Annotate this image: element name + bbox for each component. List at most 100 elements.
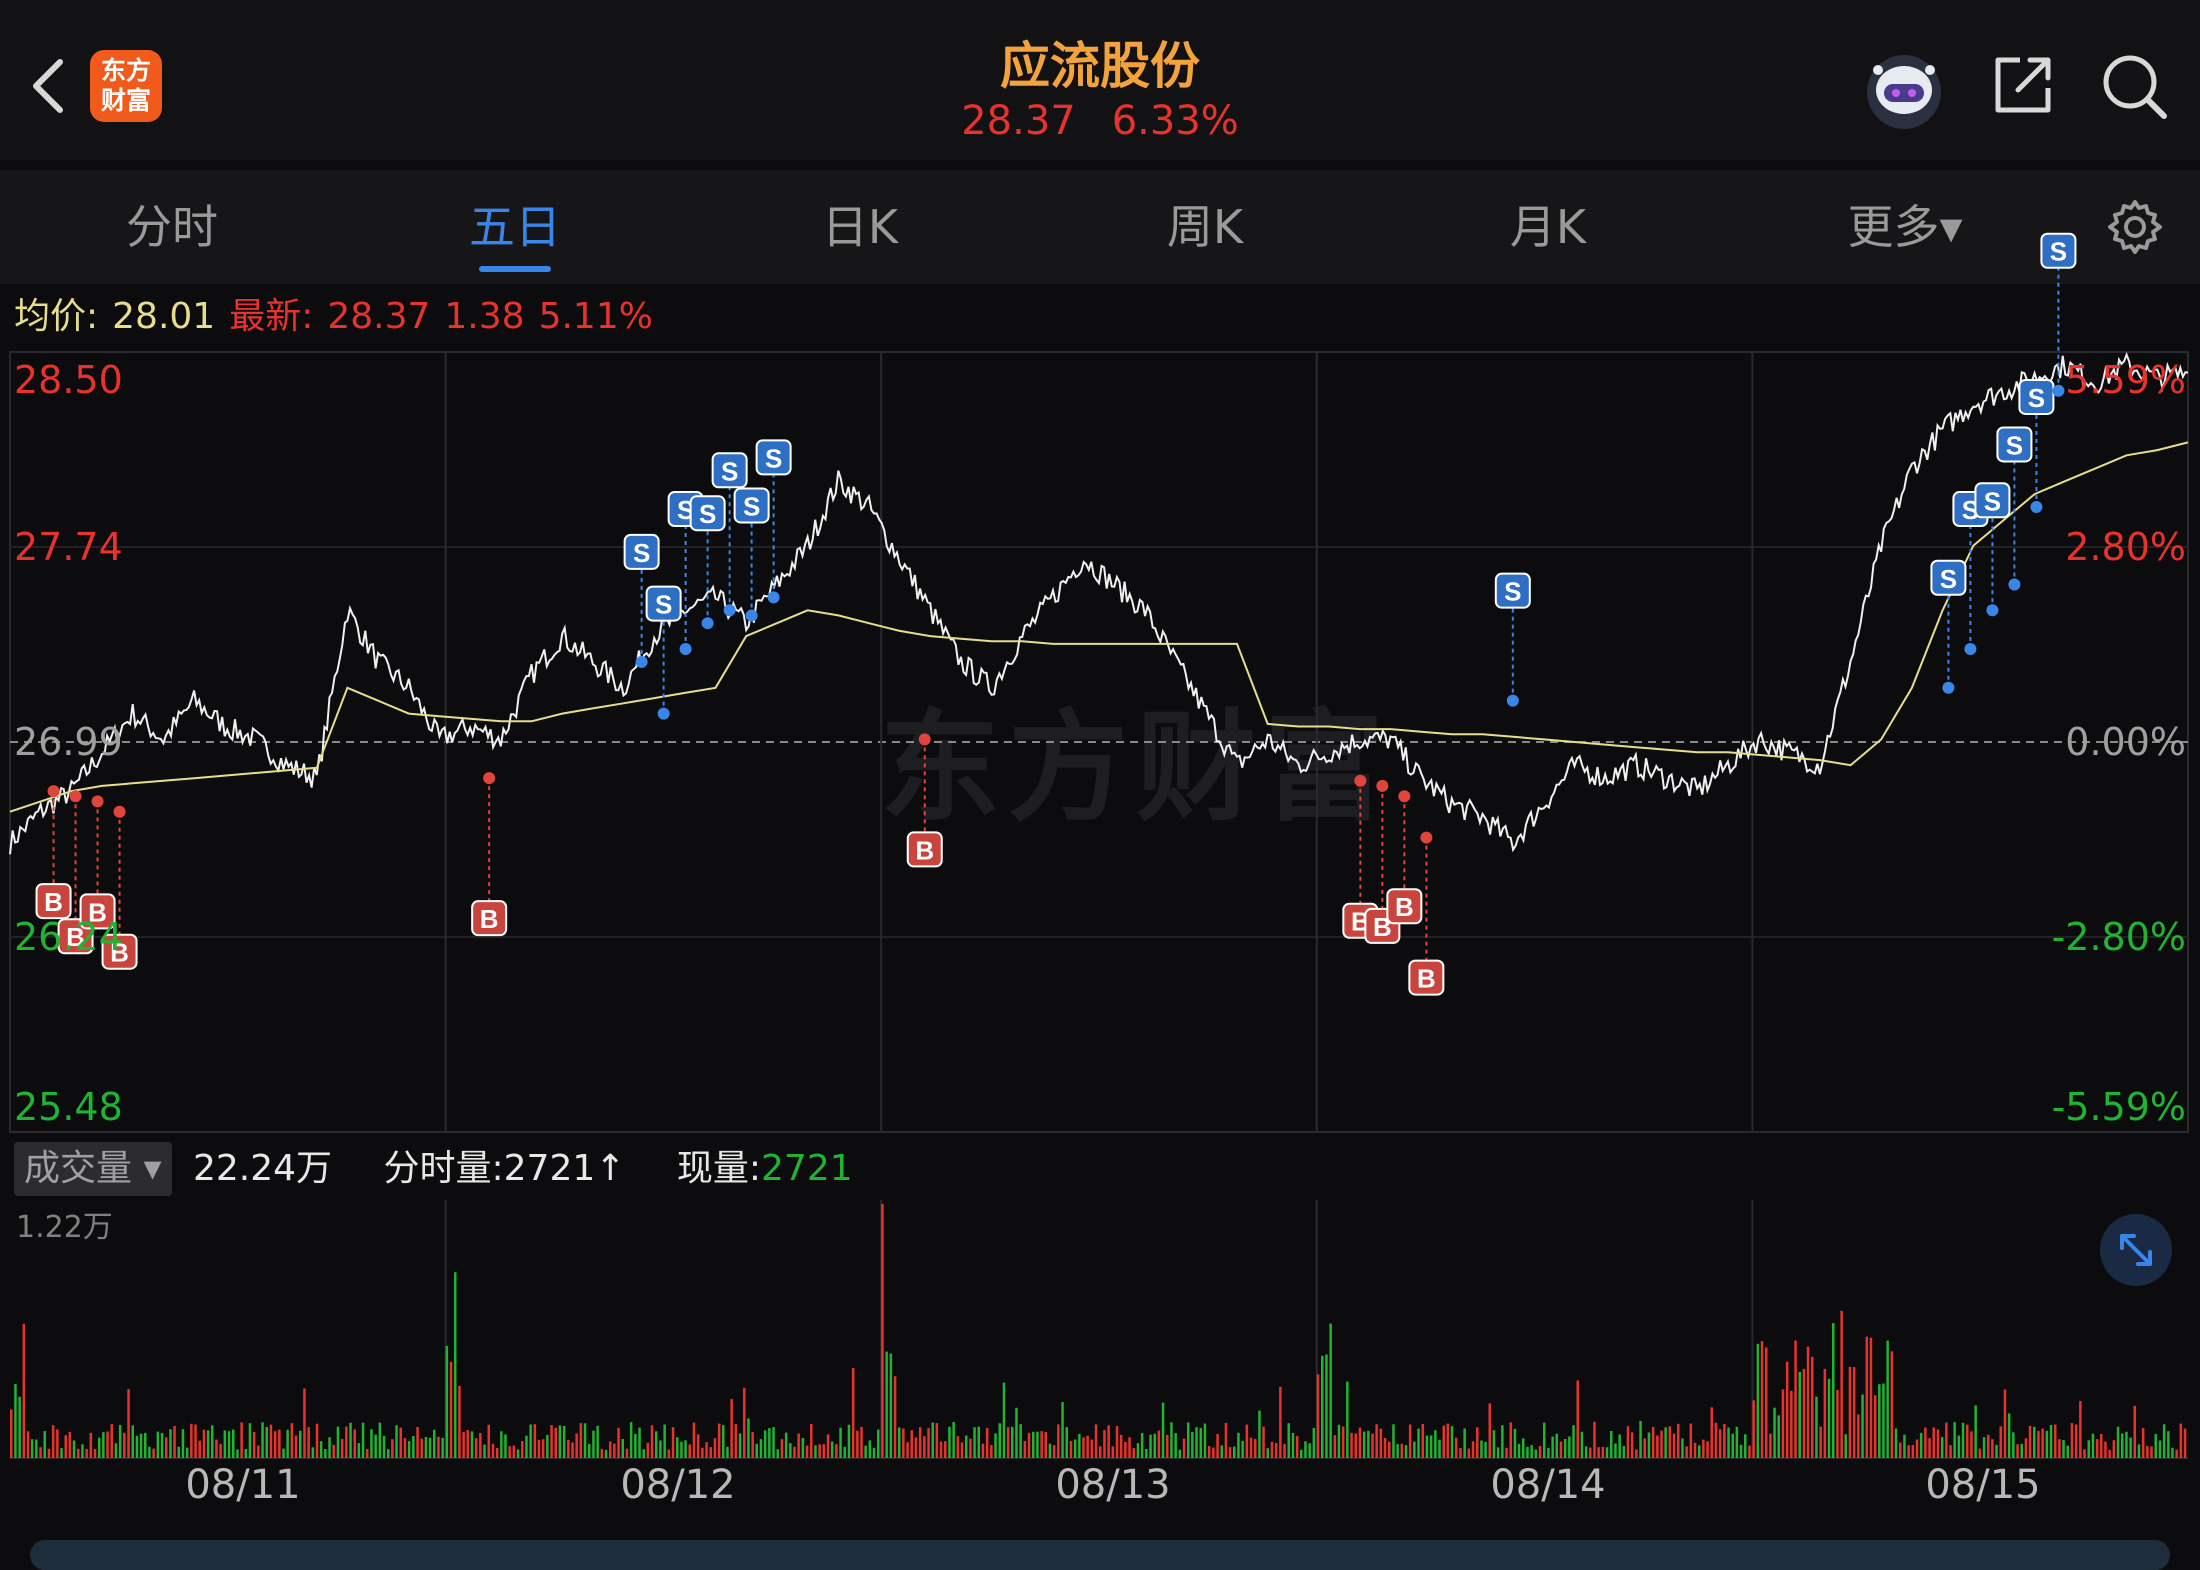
volume-bar-27 [123, 1432, 126, 1458]
volume-bar-303 [1279, 1386, 1282, 1458]
volume-bar-227 [960, 1442, 964, 1458]
gear-icon[interactable] [2106, 198, 2164, 256]
volume-bar-510 [2146, 1446, 2149, 1458]
current-volume-label: 现量: [676, 1148, 762, 1189]
volume-bar-235 [994, 1433, 997, 1458]
volume-bar-360 [1517, 1443, 1521, 1458]
volume-bar-463 [1949, 1445, 1952, 1458]
minute-volume: 分时量:2721↑ [383, 1148, 626, 1189]
volume-bar-15 [72, 1440, 76, 1458]
volume-bar-167 [709, 1447, 712, 1458]
volume-bar-273 [1153, 1433, 1156, 1458]
volume-bar-415 [1748, 1445, 1751, 1458]
volume-bar-43 [190, 1423, 193, 1458]
trade-point-5 [483, 772, 496, 785]
volume-bar-337 [1421, 1424, 1424, 1458]
volume-bar-501 [2108, 1449, 2111, 1458]
volume-bar-389 [1639, 1420, 1642, 1458]
volume-bar-268 [1132, 1448, 1135, 1458]
volume-bar-73 [315, 1423, 319, 1458]
sell-marker-label-9: S [721, 456, 738, 486]
avg-label: 均价: [14, 296, 99, 337]
volume-bar-148 [629, 1422, 633, 1458]
volume-bar-260 [1099, 1446, 1102, 1458]
volume-bar-344 [1450, 1426, 1454, 1458]
share-icon[interactable] [1990, 52, 2056, 118]
volume-bar-445 [1873, 1395, 1877, 1458]
volume-bar-440 [1852, 1367, 1856, 1458]
back-arrow-icon[interactable] [28, 56, 68, 116]
volume-bar-285 [1203, 1423, 1207, 1458]
volume-bar-470 [1978, 1448, 1982, 1458]
volume-bar-322 [1358, 1427, 1362, 1458]
indicator-selector[interactable]: 成交量 ▾ [14, 1142, 172, 1196]
volume-bar-249 [1052, 1445, 1056, 1458]
trade-point-16 [1398, 790, 1411, 803]
robot-assistant-icon[interactable] [1862, 50, 1946, 130]
volume-bar-258 [1090, 1439, 1094, 1458]
volume-bar-139 [592, 1430, 595, 1458]
volume-bar-372 [1568, 1436, 1571, 1458]
volume-bar-517 [2175, 1449, 2178, 1458]
buy-marker-5 [471, 900, 508, 937]
volume-bar-409 [1723, 1424, 1726, 1458]
volume-bar-332 [1400, 1443, 1404, 1458]
trade-point-7 [679, 643, 692, 656]
volume-bar-129 [550, 1425, 553, 1458]
volume-bar-302 [1274, 1443, 1278, 1458]
volume-bar-422 [1777, 1415, 1780, 1458]
volume-bar-398 [1677, 1423, 1680, 1458]
volume-bar-256 [1082, 1437, 1085, 1458]
volume-bar-1 [14, 1383, 17, 1458]
avg-value: 28.01 [112, 296, 216, 337]
volume-bar-336 [1417, 1428, 1420, 1458]
stock-change-pct: 6.33% [1111, 98, 1239, 144]
volume-bar-87 [374, 1434, 377, 1458]
volume-bar-386 [1626, 1426, 1630, 1458]
tab-weekly-k[interactable]: 周K [1166, 200, 1244, 254]
volume-bar-348 [1467, 1448, 1471, 1458]
volume-bar-215 [910, 1430, 913, 1458]
y-tick-right-3: 0.00% [2065, 720, 2186, 764]
tab-more[interactable]: 更多▾ [1847, 200, 1963, 254]
volume-bar-447 [1882, 1383, 1885, 1458]
volume-bar-65 [282, 1448, 285, 1458]
volume-bar-441 [1857, 1414, 1860, 1458]
bottom-panel-handle[interactable] [30, 1540, 2170, 1570]
tab-intraday[interactable]: 分时 [126, 200, 218, 254]
tab-monthly-k[interactable]: 月K [1509, 200, 1587, 254]
volume-bar-110 [470, 1431, 474, 1458]
tab-five-day[interactable]: 五日 [469, 200, 561, 254]
volume-bar-461 [1940, 1437, 1944, 1458]
volume-bar-31 [139, 1433, 143, 1458]
volume-bar-162 [688, 1444, 691, 1458]
volume-bar-220 [931, 1422, 934, 1458]
volume-bar-435 [1832, 1323, 1835, 1458]
volume-bar-363 [1530, 1445, 1533, 1458]
tab-daily-k[interactable]: 日K [821, 200, 899, 254]
volume-bar-224 [948, 1426, 951, 1458]
volume-bar-20 [93, 1449, 97, 1458]
volume-bar-334 [1408, 1424, 1412, 1458]
volume-bar-76 [328, 1437, 331, 1458]
volume-bar-459 [1932, 1427, 1935, 1458]
volume-bar-32 [144, 1432, 147, 1458]
volume-bar-195 [826, 1434, 830, 1458]
volume-bar-304 [1283, 1443, 1286, 1458]
volume-bar-333 [1404, 1445, 1408, 1458]
volume-bar-291 [1228, 1447, 1232, 1458]
search-icon[interactable] [2098, 50, 2170, 122]
trade-point-21 [2008, 578, 2021, 591]
active-tab-indicator [479, 266, 551, 272]
volume-bar-154 [655, 1431, 658, 1458]
y-tick-right-5: -5.59% [2051, 1085, 2186, 1129]
volume-bar-242 [1023, 1441, 1027, 1458]
expand-icon[interactable] [2100, 1214, 2172, 1286]
volume-bar-106 [454, 1272, 457, 1458]
volume-bar-287 [1212, 1447, 1215, 1458]
volume-bar-127 [541, 1439, 545, 1458]
volume-bar-469 [1974, 1405, 1977, 1458]
volume-bar-174 [738, 1433, 742, 1458]
volume-bar-340 [1434, 1430, 1437, 1458]
